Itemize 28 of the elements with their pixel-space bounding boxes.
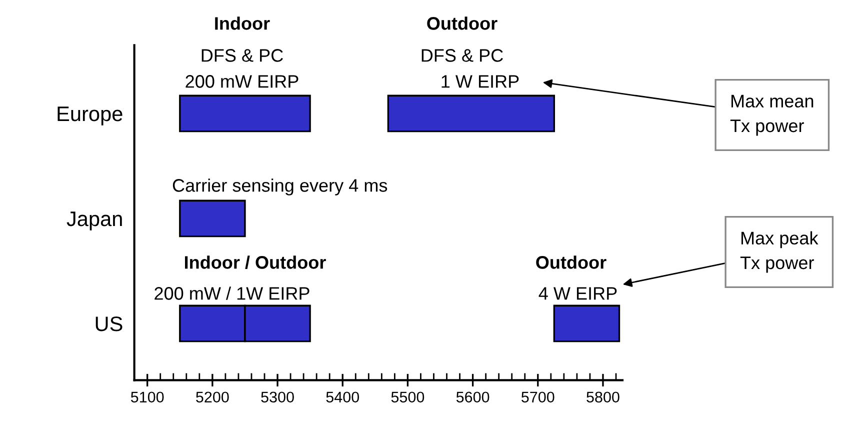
x-tick-label: 5400 bbox=[326, 392, 360, 403]
annotation: DFS & PC bbox=[422, 49, 503, 62]
text: Indoor bbox=[215, 16, 270, 30]
x-tick-label: 5500 bbox=[391, 392, 424, 403]
y-tick-label: Europe bbox=[58, 106, 122, 126]
annotation: Outdoor bbox=[536, 256, 606, 269]
bar bbox=[179, 200, 246, 238]
bar bbox=[553, 304, 620, 342]
x-tick-label: 5200 bbox=[196, 392, 229, 403]
annotation: 200 mW EIRP bbox=[186, 75, 298, 88]
y-tick-label: Japan bbox=[66, 212, 122, 230]
y-tick-label: US bbox=[96, 316, 122, 332]
annotation: 200 mW / 1W EIRP bbox=[154, 286, 310, 300]
x-tick-label: 5100 bbox=[130, 392, 164, 403]
text: Outdoor bbox=[427, 16, 498, 30]
bar bbox=[179, 94, 311, 132]
text: Max mean Tx power bbox=[730, 94, 814, 136]
text: Max peak Tx power bbox=[740, 231, 818, 273]
bar bbox=[387, 94, 555, 132]
x-tick-label: 5700 bbox=[522, 392, 554, 403]
annotation: Carrier sensing every 4 ms bbox=[172, 178, 388, 196]
x-tick-label: 5600 bbox=[456, 392, 490, 403]
annotation: DFS & PC bbox=[202, 49, 283, 62]
annotation: 4 W EIRP bbox=[538, 287, 617, 300]
annotation: 1 W EIRP bbox=[442, 75, 519, 88]
annotation: Indoor / Outdoor bbox=[185, 256, 326, 270]
x-tick-label: 5800 bbox=[586, 392, 620, 403]
x-tick-label: 5300 bbox=[261, 392, 294, 403]
